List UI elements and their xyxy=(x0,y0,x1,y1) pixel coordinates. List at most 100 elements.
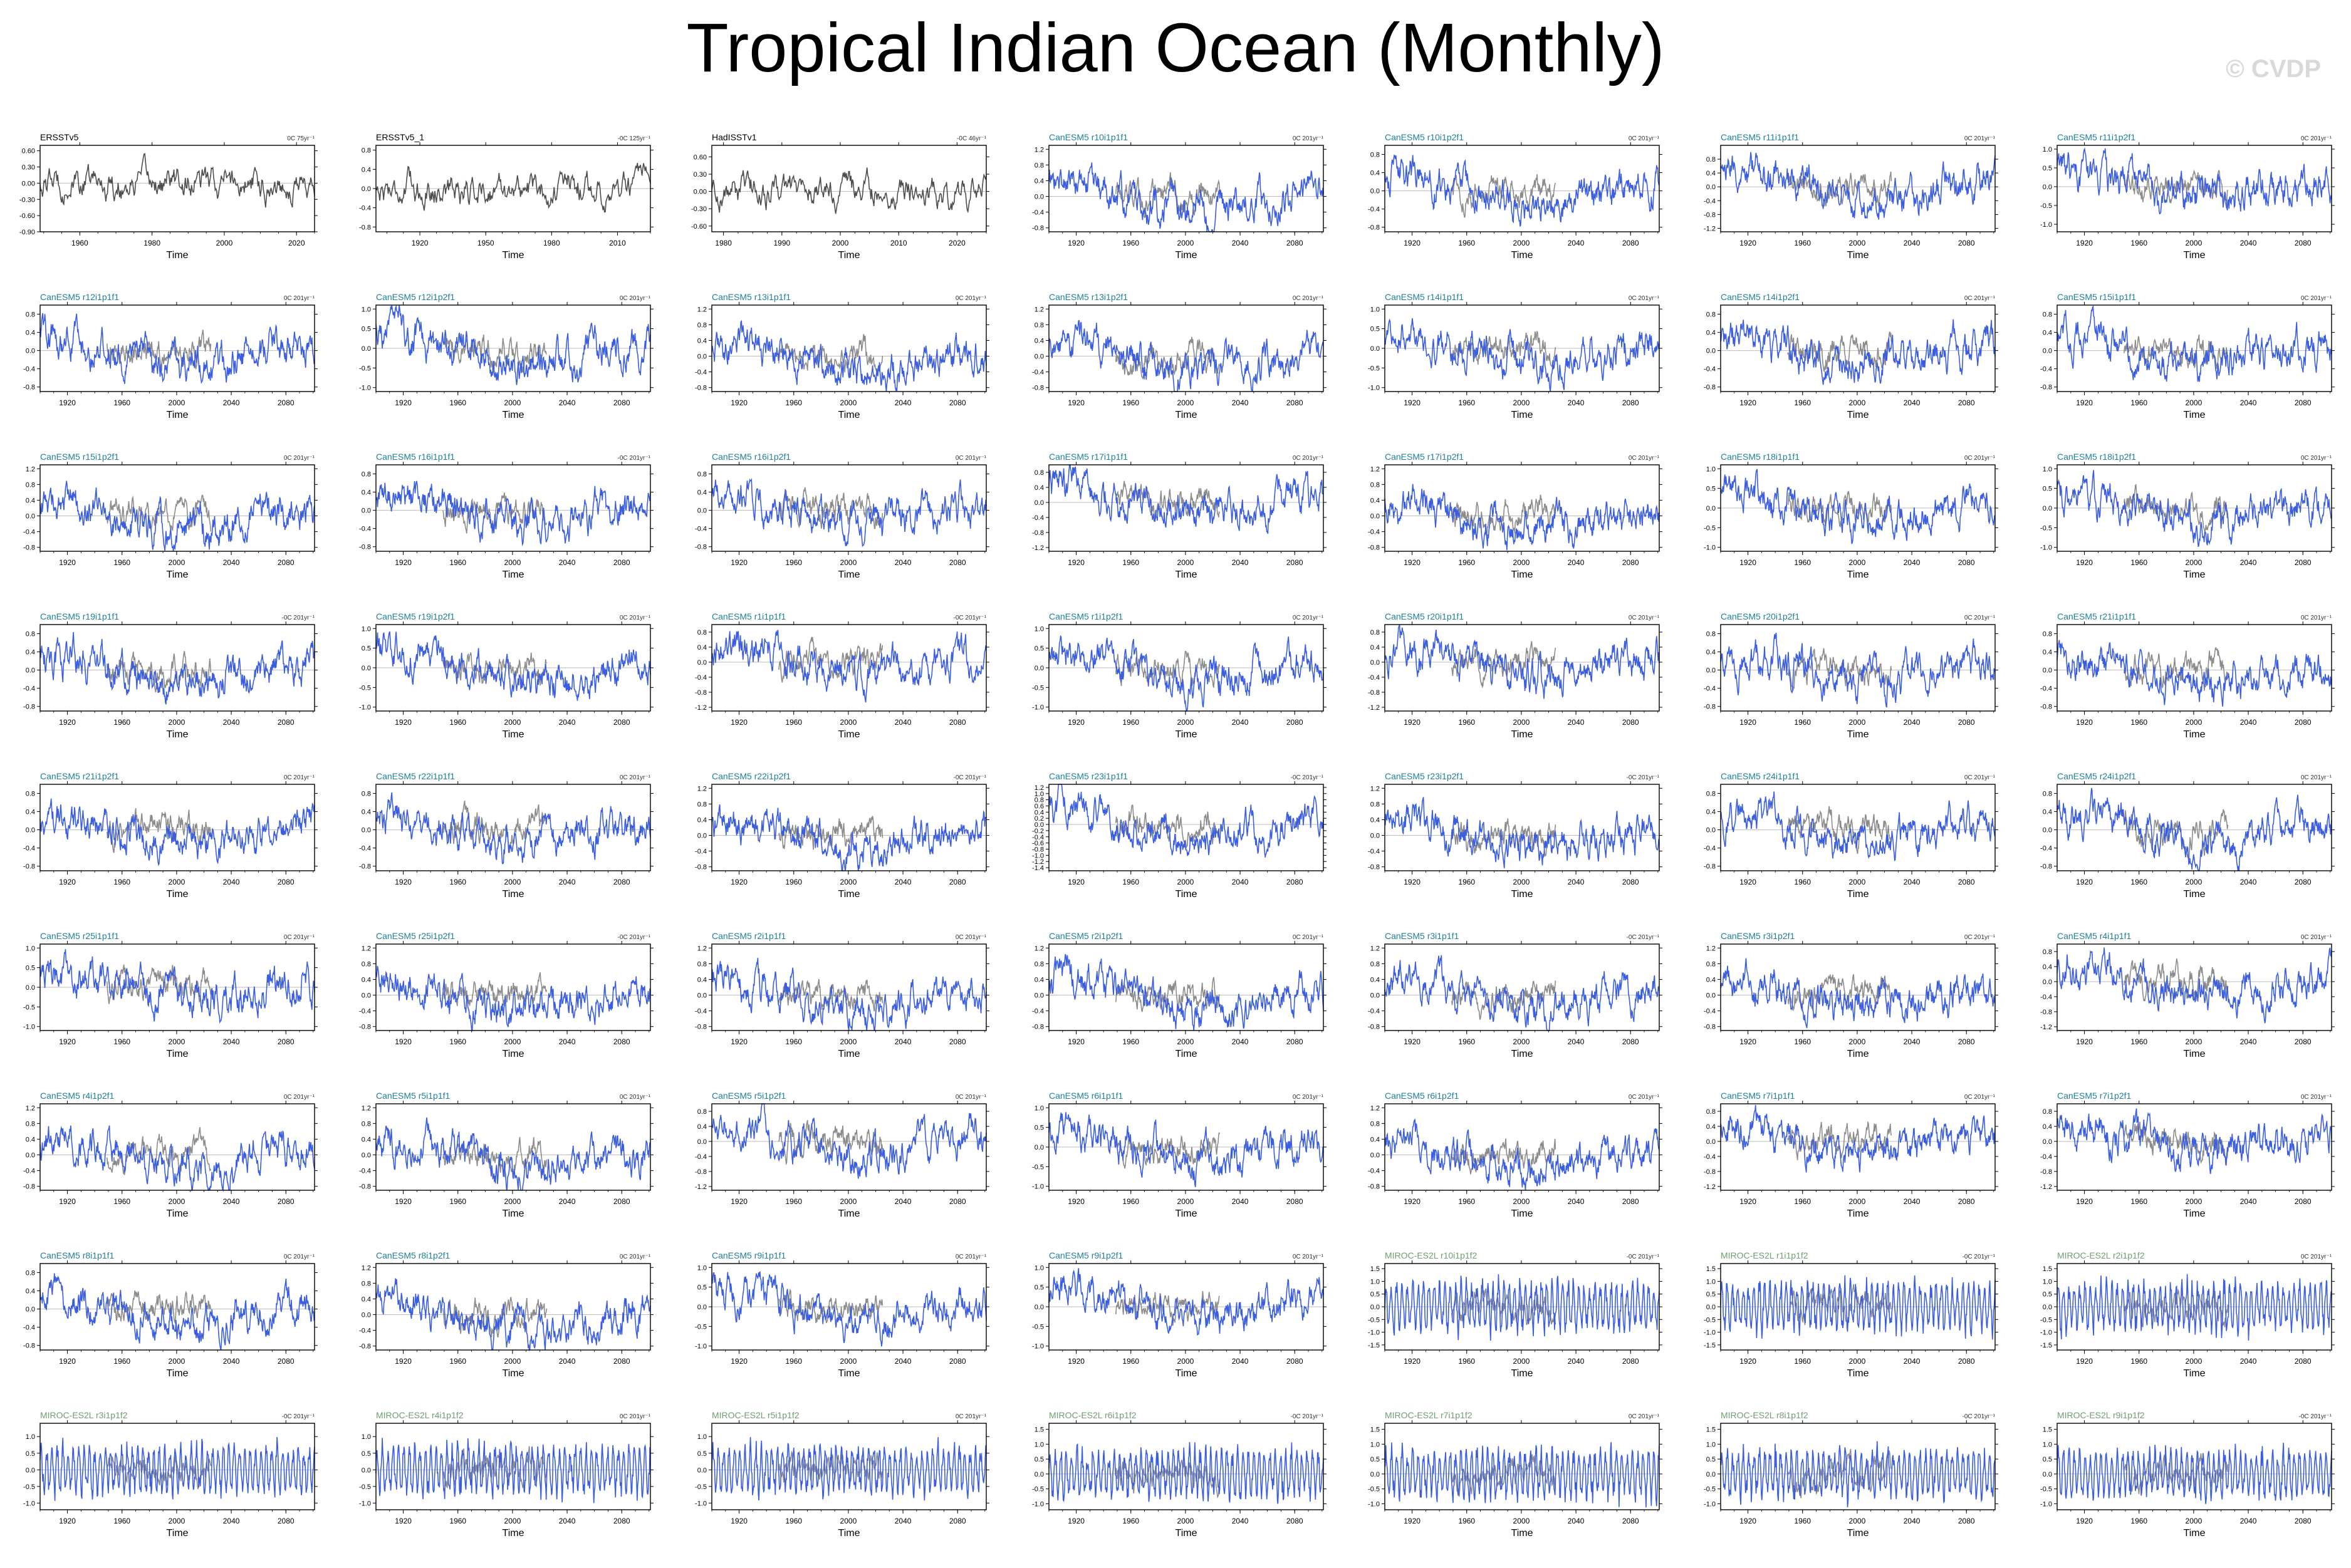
x-tick-label: 1960 xyxy=(785,1517,802,1525)
x-tick-label: 2080 xyxy=(949,1037,966,1046)
x-axis-label: Time xyxy=(838,1208,860,1219)
observations-line xyxy=(1115,1132,1221,1169)
panel-trend-label: 0C 201yr⁻¹ xyxy=(956,1254,987,1260)
x-tick-label: 2000 xyxy=(1513,558,1530,567)
x-tick-label: 2000 xyxy=(840,1037,857,1046)
panel-trend-label: 0C 201yr⁻¹ xyxy=(956,934,987,941)
y-tick-label: 0.0 xyxy=(1035,194,1044,201)
x-tick-label: 1920 xyxy=(731,878,748,886)
panel-47: CanESM5 r6i1p2f1 0C 201yr⁻¹ -0.8 -0.4 0.0 0.4… xyxy=(1368,1091,1662,1219)
panel-trend-label: 0C 201yr⁻¹ xyxy=(1629,295,1660,302)
y-tick-label: 0.2 xyxy=(1035,815,1044,823)
observations-line xyxy=(1787,1448,1892,1498)
y-tick-label: 0.4 xyxy=(1370,816,1380,824)
x-tick-label: 2080 xyxy=(278,398,295,407)
panel-54: MIROC-ES2L r10i1p1f2 -0C 201yr⁻¹ -1.5 -1.0 -… xyxy=(1368,1250,1662,1379)
y-tick-label: 0.5 xyxy=(1035,1456,1044,1463)
x-tick-label: 1920 xyxy=(731,1357,748,1366)
y-tick-label: 0.8 xyxy=(362,960,371,968)
panel-50: CanESM5 r8i1p1f1 0C 201yr⁻¹ -0.8 -0.4 0.0 0.4… xyxy=(23,1250,318,1379)
panel-title: CanESM5 r12i1p2f1 xyxy=(376,292,455,302)
panel-7: CanESM5 r11i1p2f1 0C 201yr⁻¹ -1.0 -0.5 0.0 0.… xyxy=(2040,132,2335,261)
x-tick-label: 1960 xyxy=(2130,558,2147,567)
panel-title: CanESM5 r25i1p2f1 xyxy=(376,931,455,941)
y-tick-label: -0.5 xyxy=(1704,1486,1716,1493)
y-tick-label: 0.0 xyxy=(1706,992,1716,1000)
panel-frame xyxy=(1048,464,1324,552)
x-tick-label: 2040 xyxy=(1904,1357,1921,1366)
y-tick-label: 0.4 xyxy=(2043,649,2052,657)
model-line xyxy=(711,1436,987,1501)
y-tick-label: 0.4 xyxy=(362,166,371,174)
y-tick-label: -0.8 xyxy=(2040,863,2052,871)
model-line xyxy=(375,1438,651,1503)
y-tick-label: 0.0 xyxy=(1706,1304,1716,1311)
y-tick-label: 0.8 xyxy=(2043,311,2052,319)
panel-11: CanESM5 r13i1p2f1 0C 201yr⁻¹ -0.8 -0.4 0.0 0.… xyxy=(1032,292,1327,420)
model-line xyxy=(375,1117,651,1191)
x-tick-label: 2080 xyxy=(949,878,966,886)
x-axis-label: Time xyxy=(1511,1049,1533,1059)
x-tick-label: 2000 xyxy=(504,1357,521,1366)
panel-frame xyxy=(1720,624,1996,712)
x-tick-label: 2040 xyxy=(895,878,912,886)
model-line xyxy=(1720,469,1996,544)
x-tick-label: 2000 xyxy=(2186,1037,2202,1046)
x-tick-label: 1920 xyxy=(59,1197,76,1206)
y-tick-label: 1.0 xyxy=(1370,306,1380,313)
y-tick-label: -0.8 xyxy=(1704,863,1716,871)
y-tick-label: 0.0 xyxy=(1370,1152,1380,1160)
panel-frame xyxy=(1720,304,1996,392)
panel-frame xyxy=(1048,304,1324,392)
x-tick-label: 2040 xyxy=(2240,1037,2257,1046)
panel-trend-label: 0C 201yr⁻¹ xyxy=(1629,1094,1660,1101)
x-axis-label: Time xyxy=(1847,1049,1869,1059)
x-tick-label: 1920 xyxy=(1404,1037,1421,1046)
y-tick-label: -0.5 xyxy=(1032,1486,1044,1493)
panel-title: CanESM5 r23i1p2f1 xyxy=(1385,771,1464,781)
y-tick-label: 0.30 xyxy=(22,164,35,172)
x-tick-label: 2040 xyxy=(1232,1197,1249,1206)
x-tick-label: 2080 xyxy=(1286,398,1303,407)
model-line xyxy=(2056,305,2332,382)
model-line xyxy=(2056,1108,2332,1175)
panel-title: CanESM5 r20i1p2f1 xyxy=(1721,611,1800,621)
panel-frame xyxy=(39,784,315,871)
panel-trend-label: 0C 201yr⁻¹ xyxy=(1964,295,1996,302)
x-tick-label: 2080 xyxy=(2295,878,2312,886)
x-tick-label: 1920 xyxy=(395,1197,412,1206)
panel-title: CanESM5 r11i1p1f1 xyxy=(1721,132,1799,142)
y-tick-label: 0.0 xyxy=(362,345,371,353)
panel-frame xyxy=(39,624,315,712)
x-tick-label: 2080 xyxy=(1958,239,1975,247)
x-axis-label: Time xyxy=(503,1528,524,1539)
y-tick-label: -0.5 xyxy=(23,1483,35,1491)
panel-trend-label: 0C 201yr⁻¹ xyxy=(1293,1094,1324,1101)
panel-frame xyxy=(375,464,651,552)
y-tick-label: -0.5 xyxy=(2040,1486,2052,1493)
x-tick-label: 2040 xyxy=(223,1517,240,1525)
x-tick-label: 1960 xyxy=(1794,239,1811,247)
y-tick-label: 0.4 xyxy=(1370,976,1380,984)
y-tick-label: -1.0 xyxy=(1032,1183,1044,1191)
x-axis-label: Time xyxy=(2184,1208,2206,1219)
observations-line xyxy=(107,1454,212,1490)
y-tick-label: 0.0 xyxy=(1370,345,1380,353)
y-tick-label: -0.4 xyxy=(359,845,371,853)
panel-title: CanESM5 r2i1p2f1 xyxy=(1049,931,1123,941)
y-tick-label: 0.4 xyxy=(1706,809,1716,816)
x-tick-label: 2040 xyxy=(895,558,912,567)
y-tick-label: -1.0 xyxy=(359,1500,371,1507)
x-tick-label: 2000 xyxy=(1513,239,1530,247)
panel-14: CanESM5 r15i1p1f1 0C 201yr⁻¹ -0.8 -0.4 0.0 0.… xyxy=(2040,292,2335,420)
x-tick-label: 2040 xyxy=(2240,878,2257,886)
x-tick-label: 2080 xyxy=(1958,1197,1975,1206)
panel-13: CanESM5 r14i1p2f1 0C 201yr⁻¹ -0.8 -0.4 0.0 0.… xyxy=(1704,292,1998,420)
model-line xyxy=(39,1436,315,1501)
x-tick-label: 2000 xyxy=(1177,239,1194,247)
panel-frame xyxy=(711,304,987,392)
model-line xyxy=(711,957,987,1031)
x-tick-label: 2040 xyxy=(2240,1197,2257,1206)
panel-title: CanESM5 r2i1p1f1 xyxy=(712,931,786,941)
x-tick-label: 2080 xyxy=(278,1037,295,1046)
